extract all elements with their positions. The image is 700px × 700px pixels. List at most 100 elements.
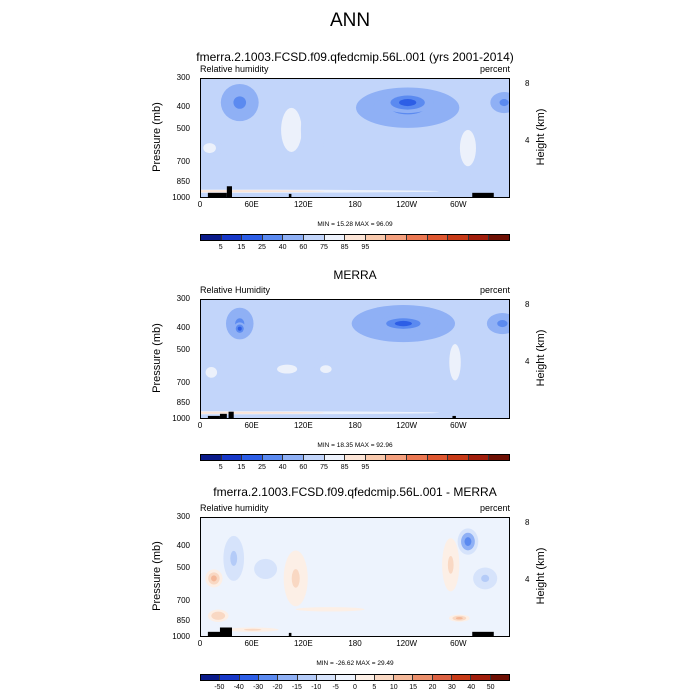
colorbar-tick-label: 85: [340, 244, 349, 251]
x-tick-label: 120E: [293, 639, 313, 648]
x-tick-label: 60E: [244, 639, 259, 648]
colorbar-swatch-14: [489, 455, 509, 460]
colorbar-swatch-3: [262, 455, 284, 460]
contour-field: [201, 300, 509, 418]
colorbar-tick-label: 40: [278, 464, 287, 471]
colorbar-tick-label: 75: [320, 244, 328, 251]
panel-title: fmerra.2.1003.FCSD.f09.qfedcmip.56L.001 …: [196, 50, 514, 64]
y-tick-label: 700: [176, 157, 190, 167]
colorbar-tick-label: 85: [340, 464, 349, 471]
colorbar-swatch-0: [201, 675, 221, 680]
colorbar-swatch-1: [220, 675, 240, 680]
contour-blob-9-level-1: [452, 353, 458, 372]
colorbar-tick-label: 40: [467, 684, 476, 691]
contour-blob-6-level-1: [320, 365, 332, 373]
colorbar-swatch-11: [427, 455, 449, 460]
colorbar-tick-label: -40: [233, 684, 244, 691]
contour-blob-7-level-1: [464, 537, 472, 546]
colorbar-swatch-8: [365, 455, 387, 460]
contour-band-1-level-1: [201, 180, 325, 183]
colorbar-swatch-14: [471, 675, 491, 680]
contour-blob-2-level-1: [205, 366, 218, 378]
colorbar-tick-label: 20: [428, 684, 437, 691]
contour-blob-10-level-1: [497, 320, 508, 328]
colorbar-swatch-7: [345, 235, 366, 240]
min-max-label: MIN = 18.35 MAX = 92.96: [317, 442, 393, 449]
x-tick-label: 60W: [450, 639, 467, 648]
x-tick-label: 120W: [396, 639, 418, 648]
left-label: Relative humidity: [200, 503, 269, 513]
panel-title: fmerra.2.1003.FCSD.f09.qfedcmip.56L.001 …: [213, 485, 497, 499]
y-axis-label: Pressure (mb): [151, 102, 163, 172]
contour-blob-10-level-1: [244, 628, 262, 631]
colorbar-swatch-2: [239, 675, 259, 680]
contour-blob-4-level-1: [233, 96, 247, 109]
contour-blob-1-level-1: [214, 613, 222, 618]
land-mask-2: [288, 632, 292, 636]
min-max-label: MIN = -26.62 MAX = 29.49: [316, 660, 394, 667]
contour-blob-4-level-1: [291, 569, 300, 588]
colorbar-swatch-6: [324, 455, 346, 460]
y-tick-label: 850: [176, 615, 190, 625]
y-axis-label: Pressure (mb): [151, 541, 163, 611]
height-tick-label: 8: [525, 518, 530, 528]
colorbar-swatch-9: [386, 455, 407, 460]
colorbar-tick-label: -10: [311, 684, 322, 691]
y-tick-label: 1000: [172, 193, 190, 202]
contour-blob-8-level-1: [399, 99, 417, 107]
land-mask-0: [207, 631, 227, 636]
left-label: Relative humidity: [200, 64, 269, 74]
colorbar-tick-label: 5: [372, 684, 377, 691]
contour-field: [201, 79, 509, 197]
x-tick-label: 180: [348, 639, 362, 648]
colorbar-swatch-13: [468, 235, 490, 240]
colorbar-tick-label: 5: [218, 464, 223, 471]
colorbar-swatch-0: [201, 235, 222, 240]
colorbar-swatch-7: [336, 675, 356, 680]
x-tick-label: 0: [197, 421, 203, 430]
colorbar-swatch-5: [303, 455, 325, 460]
height-tick-label: 4: [525, 136, 530, 146]
colorbar: [200, 454, 510, 461]
contour-blob-6-level-1: [308, 118, 317, 141]
colorbar-tick-label: -30: [253, 684, 264, 691]
colorbar-swatch-3: [262, 235, 284, 240]
contour-plot: [200, 517, 510, 637]
colorbar-swatch-12: [432, 675, 453, 680]
colorbar-tick-label: 10: [389, 684, 398, 691]
y-tick-label: 700: [176, 378, 190, 388]
contour-band-1-level-1: [201, 401, 325, 404]
land-mask-1: [219, 413, 227, 418]
colorbar-swatch-3: [258, 675, 279, 680]
y-tick-label: 1000: [172, 414, 190, 423]
contour-blob-10-level-1: [499, 99, 509, 107]
colorbar-swatch-6: [316, 675, 337, 680]
colorbar-swatch-4: [278, 675, 298, 680]
colorbar-swatch-7: [345, 455, 366, 460]
contour-blob-3-level-1: [259, 563, 272, 574]
height-tick-label: 8: [525, 300, 530, 310]
colorbar-tick-label: 15: [237, 244, 246, 251]
contour-blob-4-level-1: [237, 326, 242, 331]
colorbar-tick-label: 50: [486, 684, 495, 691]
colorbar-swatch-4: [283, 235, 304, 240]
colorbar-swatch-10: [406, 455, 428, 460]
contour-plot: [200, 78, 510, 198]
units-label: percent: [479, 64, 510, 74]
x-tick-label: 0: [197, 200, 203, 209]
x-tick-label: 180: [348, 200, 362, 209]
units-label: percent: [479, 503, 510, 513]
contour-blob-8-level-1: [394, 320, 412, 327]
y-tick-label: 400: [176, 101, 190, 111]
land-mask-0: [207, 192, 227, 197]
x-tick-label: 60E: [244, 421, 259, 430]
x-tick-label: 60E: [244, 200, 259, 209]
colorbar-tick-label: -15: [291, 684, 302, 691]
land-mask-3: [452, 415, 456, 418]
colorbar-swatch-6: [324, 235, 346, 240]
land-mask-2: [288, 193, 292, 197]
y-tick-label: 500: [176, 562, 190, 572]
colorbar-swatch-15: [490, 675, 509, 680]
main-title: ANN: [329, 10, 371, 31]
contour-blob-8-level-1: [481, 574, 490, 583]
